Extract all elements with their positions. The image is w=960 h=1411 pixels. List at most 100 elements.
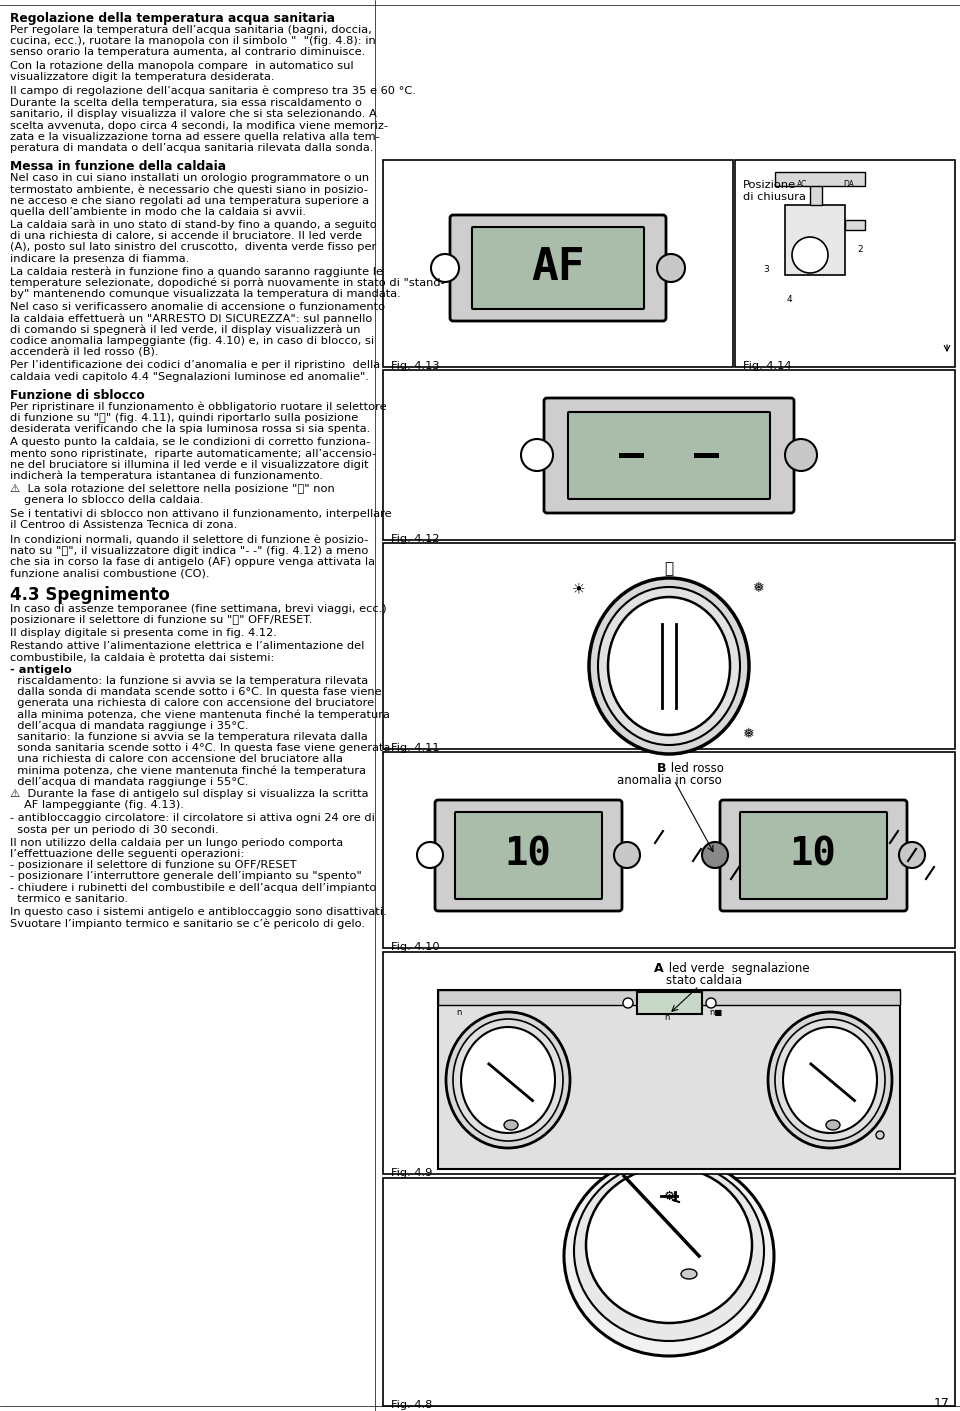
Bar xyxy=(383,543,955,749)
Text: ⚙: ⚙ xyxy=(663,1189,675,1204)
Text: l’effettuazione delle seguenti operazioni:: l’effettuazione delle seguenti operazion… xyxy=(10,849,244,859)
Ellipse shape xyxy=(453,1019,563,1141)
Text: che sia in corso la fase di antigelo (AF) oppure venga attivata la: che sia in corso la fase di antigelo (AF… xyxy=(10,557,375,567)
Text: La caldaia resterà in funzione fino a quando saranno raggiunte le: La caldaia resterà in funzione fino a qu… xyxy=(10,267,383,278)
FancyBboxPatch shape xyxy=(455,811,602,899)
Text: ❅: ❅ xyxy=(743,727,755,741)
Text: combustibile, la caldaia è protetta dai sistemi:: combustibile, la caldaia è protetta dai … xyxy=(10,653,275,663)
Text: - posizionare l’interruttore generale dell’impianto su "spento": - posizionare l’interruttore generale de… xyxy=(10,872,362,882)
Text: La caldaia sarà in uno stato di stand-by fino a quando, a seguito: La caldaia sarà in uno stato di stand-by… xyxy=(10,220,376,230)
Text: nato su "⏻", il visualizzatore digit indica "- -" (fig. 4.12) a meno: nato su "⏻", il visualizzatore digit ind… xyxy=(10,546,369,556)
Ellipse shape xyxy=(589,579,749,753)
FancyBboxPatch shape xyxy=(435,800,622,912)
Text: 17: 17 xyxy=(934,1397,950,1410)
Ellipse shape xyxy=(826,1120,840,1130)
Circle shape xyxy=(623,998,633,1007)
Text: caldaia vedi capitolo 4.4 "Segnalazioni luminose ed anomalie".: caldaia vedi capitolo 4.4 "Segnalazioni … xyxy=(10,371,369,381)
Text: il Centroo di Assistenza Tecnica di zona.: il Centroo di Assistenza Tecnica di zona… xyxy=(10,519,237,529)
Text: posizionare il selettore di funzione su "⏻" OFF/RESET.: posizionare il selettore di funzione su … xyxy=(10,615,312,625)
Circle shape xyxy=(876,1132,884,1139)
Text: sosta per un periodo di 30 secondi.: sosta per un periodo di 30 secondi. xyxy=(10,824,219,834)
Text: funzione analisi combustione (CO).: funzione analisi combustione (CO). xyxy=(10,569,209,579)
Bar xyxy=(438,991,900,1168)
Bar xyxy=(383,370,955,540)
Text: A questo punto la caldaia, se le condizioni di corretto funziona-: A questo punto la caldaia, se le condizi… xyxy=(10,437,371,447)
Text: generata una richiesta di calore con accensione del bruciatore: generata una richiesta di calore con acc… xyxy=(10,698,374,708)
Text: Con la rotazione della manopola compare  in automatico sul: Con la rotazione della manopola compare … xyxy=(10,61,353,71)
Text: (A), posto sul lato sinistro del cruscotto,  diventa verde fisso per: (A), posto sul lato sinistro del cruscot… xyxy=(10,243,376,253)
Text: sanitario, il display visualizza il valore che si sta selezionando. A: sanitario, il display visualizza il valo… xyxy=(10,110,376,120)
Text: scelta avvenuta, dopo circa 4 secondi, la modifica viene memoriz-: scelta avvenuta, dopo circa 4 secondi, l… xyxy=(10,120,388,131)
Text: 4.3 Spegnimento: 4.3 Spegnimento xyxy=(10,586,170,604)
Text: Fig. 4.8: Fig. 4.8 xyxy=(391,1400,432,1410)
Text: AF: AF xyxy=(531,247,585,289)
Text: - chiudere i rubinetti del combustibile e dell’acqua dell’impianto: - chiudere i rubinetti del combustibile … xyxy=(10,883,376,893)
Bar xyxy=(438,991,900,1005)
Text: ☀: ☀ xyxy=(572,581,586,595)
Text: Per regolare la temperatura dell’acqua sanitaria (bagni, doccia,: Per regolare la temperatura dell’acqua s… xyxy=(10,25,372,35)
Ellipse shape xyxy=(564,1156,774,1356)
Text: mento sono ripristinate,  riparte automaticamente; all’accensio-: mento sono ripristinate, riparte automat… xyxy=(10,449,376,459)
Text: desiderata verificando che la spia luminosa rossa si sia spenta.: desiderata verificando che la spia lumin… xyxy=(10,425,371,435)
Text: zata e la visualizzazione torna ad essere quella relativa alla tem-: zata e la visualizzazione torna ad esser… xyxy=(10,131,380,141)
Text: riscaldamento: la funzione si avvia se la temperatura rilevata: riscaldamento: la funzione si avvia se l… xyxy=(10,676,368,686)
FancyBboxPatch shape xyxy=(740,811,887,899)
Text: stato caldaia: stato caldaia xyxy=(666,974,742,988)
Text: di una richiesta di calore, si accende il bruciatore. Il led verde: di una richiesta di calore, si accende i… xyxy=(10,231,362,241)
Text: led rosso: led rosso xyxy=(667,762,724,775)
Text: DA: DA xyxy=(843,181,854,189)
Text: Fig. 4.14: Fig. 4.14 xyxy=(743,361,791,371)
Text: Posizione: Posizione xyxy=(743,181,796,190)
Text: dell’acqua di mandata raggiunge i 35°C.: dell’acqua di mandata raggiunge i 35°C. xyxy=(10,721,249,731)
Bar xyxy=(735,159,955,367)
Text: dell’acqua di mandata raggiunge i 55°C.: dell’acqua di mandata raggiunge i 55°C. xyxy=(10,777,249,787)
Ellipse shape xyxy=(608,597,730,735)
Text: codice anomalia lampeggiante (fig. 4.10) e, in caso di blocco, si: codice anomalia lampeggiante (fig. 4.10)… xyxy=(10,336,374,346)
Text: quella dell’ambiente in modo che la caldaia si avvii.: quella dell’ambiente in modo che la cald… xyxy=(10,207,306,217)
Circle shape xyxy=(521,439,553,471)
Ellipse shape xyxy=(574,1161,764,1340)
Circle shape xyxy=(417,842,443,868)
Circle shape xyxy=(792,237,828,272)
Text: Il campo di regolazione dell’acqua sanitaria è compreso tra 35 e 60 °C.: Il campo di regolazione dell’acqua sanit… xyxy=(10,85,416,96)
Text: temperature selezionate, dopodiché si porrà nuovamente in stato di "stand-: temperature selezionate, dopodiché si po… xyxy=(10,278,444,288)
Text: 3: 3 xyxy=(763,265,769,274)
Ellipse shape xyxy=(446,1012,570,1149)
Text: Fig. 4.12: Fig. 4.12 xyxy=(391,533,440,545)
Bar xyxy=(637,992,702,1015)
Text: A: A xyxy=(654,962,663,975)
Text: indicherà la temperatura istantanea di funzionamento.: indicherà la temperatura istantanea di f… xyxy=(10,471,323,481)
Text: Durante la scelta della temperatura, sia essa riscaldamento o: Durante la scelta della temperatura, sia… xyxy=(10,99,362,109)
Text: Se i tentativi di sblocco non attivano il funzionamento, interpellare: Se i tentativi di sblocco non attivano i… xyxy=(10,508,392,519)
Text: Regolazione della temperatura acqua sanitaria: Regolazione della temperatura acqua sani… xyxy=(10,13,335,25)
Text: genera lo sblocco della caldaia.: genera lo sblocco della caldaia. xyxy=(24,495,204,505)
Bar xyxy=(785,205,845,275)
Bar xyxy=(383,952,955,1174)
Text: ⏻: ⏻ xyxy=(664,562,674,576)
Bar xyxy=(383,159,733,367)
Bar xyxy=(810,185,822,205)
Ellipse shape xyxy=(768,1012,892,1149)
Text: termostato ambiente, è necessario che questi siano in posizio-: termostato ambiente, è necessario che qu… xyxy=(10,185,368,195)
Circle shape xyxy=(657,254,685,282)
Text: la caldaia effettuerà un "ARRESTO DI SICUREZZA": sul pannello: la caldaia effettuerà un "ARRESTO DI SIC… xyxy=(10,313,372,325)
Bar xyxy=(383,1178,955,1405)
Text: di comando si spegnerà il led verde, il display visualizzerà un: di comando si spegnerà il led verde, il … xyxy=(10,325,361,336)
Circle shape xyxy=(785,439,817,471)
Text: ne del bruciatore si illumina il led verde e il visualizzatore digit: ne del bruciatore si illumina il led ver… xyxy=(10,460,369,470)
Text: indicare la presenza di fiamma.: indicare la presenza di fiamma. xyxy=(10,254,189,264)
Text: una richiesta di calore con accensione del bruciatore alla: una richiesta di calore con accensione d… xyxy=(10,755,343,765)
Ellipse shape xyxy=(681,1268,697,1278)
Text: Fig. 4.11: Fig. 4.11 xyxy=(391,744,440,753)
Text: ⚠  La sola rotazione del selettore nella posizione "⏻" non: ⚠ La sola rotazione del selettore nella … xyxy=(10,484,335,494)
Circle shape xyxy=(706,998,716,1007)
Text: B: B xyxy=(657,762,666,775)
Text: 2: 2 xyxy=(857,246,863,254)
Text: ❅: ❅ xyxy=(754,581,765,595)
Circle shape xyxy=(614,842,640,868)
Ellipse shape xyxy=(461,1027,555,1133)
Text: ⚠  Durante la fase di antigelo sul display si visualizza la scritta: ⚠ Durante la fase di antigelo sul displa… xyxy=(10,789,369,799)
Text: Il non utilizzo della caldaia per un lungo periodo comporta: Il non utilizzo della caldaia per un lun… xyxy=(10,838,343,848)
Text: Per l’identificazione dei codici d’anomalia e per il ripristino  della: Per l’identificazione dei codici d’anoma… xyxy=(10,360,380,371)
Text: led verde  segnalazione: led verde segnalazione xyxy=(665,962,809,975)
